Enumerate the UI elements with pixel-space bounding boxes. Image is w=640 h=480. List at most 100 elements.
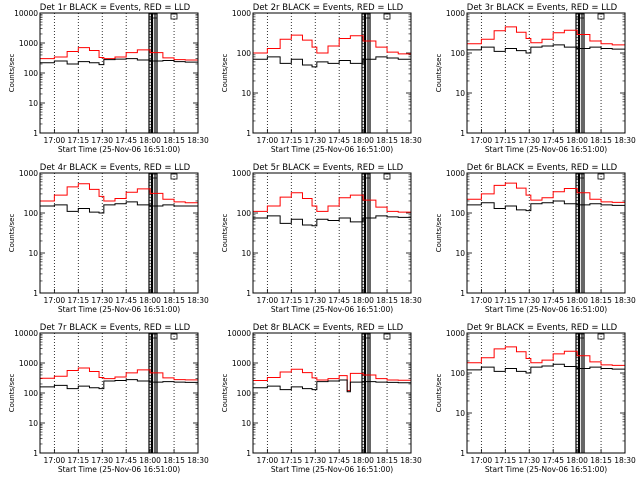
x-tick-label: 18:15 xyxy=(376,456,398,465)
x-axis-label: Start Time (25-Nov-06 16:51:00) xyxy=(58,305,180,314)
x-tick-label: 17:15 xyxy=(494,296,516,305)
x-tick-label: 17:15 xyxy=(67,296,89,305)
time-bracket xyxy=(575,173,585,179)
y-axis-label: Counts/sec xyxy=(8,374,16,413)
x-tick-label: 17:15 xyxy=(494,456,516,465)
time-bracket xyxy=(575,333,585,339)
time-bracket xyxy=(170,173,178,180)
plot-frame xyxy=(39,332,199,454)
chart-title: Det 5r BLACK = Events, RED = LLD xyxy=(253,163,404,173)
y-tick-label: 1000 xyxy=(232,359,251,368)
x-tick-label: 17:45 xyxy=(115,136,137,145)
y-tick-label: 1000 xyxy=(19,169,38,178)
x-tick-label: 18:15 xyxy=(590,296,612,305)
y-tick-label: 10000 xyxy=(14,9,38,18)
time-bracket xyxy=(148,13,158,19)
time-bracket xyxy=(597,173,605,180)
x-tick-label: 17:30 xyxy=(304,456,326,465)
x-tick-label: 17:45 xyxy=(328,296,350,305)
x-tick-label: 17:30 xyxy=(518,296,540,305)
y-tick-label: 1000 xyxy=(446,329,465,338)
y-tick-label: 1 xyxy=(246,449,251,458)
x-tick-label: 18:00 xyxy=(139,136,161,145)
x-tick-label: 17:45 xyxy=(328,456,350,465)
y-tick-label: 1 xyxy=(33,449,38,458)
y-tick-label: 100 xyxy=(24,209,39,218)
x-tick-label: 17:45 xyxy=(115,296,137,305)
y-tick-label: 10 xyxy=(28,419,38,428)
x-axis-label: Start Time (25-Nov-06 16:51:00) xyxy=(485,145,607,154)
time-bracket xyxy=(383,333,391,340)
x-tick-label: 18:15 xyxy=(376,296,398,305)
x-tick-label: 17:15 xyxy=(494,136,516,145)
x-tick-label: 18:00 xyxy=(566,456,588,465)
y-tick-label: 1 xyxy=(33,129,38,138)
y-tick-label: 1000 xyxy=(446,169,465,178)
time-bracket xyxy=(361,333,371,339)
x-tick-label: 17:15 xyxy=(67,136,89,145)
y-tick-label: 1 xyxy=(460,129,465,138)
x-tick-label: 18:00 xyxy=(352,296,374,305)
plot-frame xyxy=(466,172,626,294)
y-tick-label: 1 xyxy=(460,289,465,298)
series-line-red xyxy=(253,34,411,55)
x-tick-label: 17:30 xyxy=(91,136,113,145)
x-axis-label: Start Time (25-Nov-06 16:51:00) xyxy=(271,465,393,474)
y-tick-label: 1 xyxy=(246,129,251,138)
y-axis-label: Counts/sec xyxy=(8,54,16,93)
chart-title: Det 1r BLACK = Events, RED = LLD xyxy=(40,3,191,13)
x-tick-label: 18:15 xyxy=(590,136,612,145)
series-line-black xyxy=(467,200,626,212)
x-tick-label: 18:00 xyxy=(139,296,161,305)
series-line-red xyxy=(467,26,625,46)
x-tick-label: 17:00 xyxy=(257,136,279,145)
x-tick-label: 17:00 xyxy=(471,296,493,305)
x-tick-label: 17:30 xyxy=(518,136,540,145)
series-line-red xyxy=(253,368,411,392)
plot-frame xyxy=(466,332,626,454)
y-tick-label: 100 xyxy=(24,69,39,78)
x-tick-label: 17:30 xyxy=(304,296,326,305)
x-axis-label: Start Time (25-Nov-06 16:51:00) xyxy=(271,305,393,314)
x-axis-label: Start Time (25-Nov-06 16:51:00) xyxy=(58,145,180,154)
y-tick-label: 10 xyxy=(28,249,38,258)
y-tick-label: 1 xyxy=(246,289,251,298)
time-bracket xyxy=(170,333,178,340)
y-tick-label: 100 xyxy=(24,389,39,398)
x-tick-label: 18:15 xyxy=(163,296,185,305)
y-tick-label: 1000 xyxy=(446,9,465,18)
time-bracket xyxy=(361,173,371,179)
y-tick-label: 1 xyxy=(33,289,38,298)
y-tick-label: 100 xyxy=(237,209,252,218)
series-line-black xyxy=(467,44,626,54)
x-tick-label: 17:30 xyxy=(518,456,540,465)
chart-title: Det 7r BLACK = Events, RED = LLD xyxy=(40,323,191,333)
x-tick-label: 18:00 xyxy=(352,136,374,145)
y-tick-label: 1000 xyxy=(232,9,251,18)
x-tick-label: 17:00 xyxy=(471,136,493,145)
y-tick-label: 1 xyxy=(460,449,465,458)
y-tick-label: 100 xyxy=(237,389,252,398)
x-tick-label: 17:00 xyxy=(471,456,493,465)
chart-title: Det 4r BLACK = Events, RED = LLD xyxy=(40,163,191,173)
y-tick-label: 10 xyxy=(455,89,465,98)
time-bracket xyxy=(597,333,605,340)
series-line-black xyxy=(40,379,199,390)
x-tick-label: 17:45 xyxy=(328,136,350,145)
y-tick-label: 10000 xyxy=(227,329,251,338)
x-tick-label: 17:45 xyxy=(542,136,564,145)
chart-title: Det 6r BLACK = Events, RED = LLD xyxy=(467,163,618,173)
x-tick-label: 17:15 xyxy=(67,456,89,465)
y-tick-label: 10 xyxy=(455,409,465,418)
y-tick-label: 1000 xyxy=(19,359,38,368)
y-axis-label: Counts/sec xyxy=(435,374,443,413)
y-tick-label: 100 xyxy=(451,49,466,58)
x-tick-label: 18:00 xyxy=(566,296,588,305)
chart-title: Det 2r BLACK = Events, RED = LLD xyxy=(253,3,404,13)
x-tick-label: 17:30 xyxy=(91,296,113,305)
x-tick-label: 17:00 xyxy=(44,136,66,145)
